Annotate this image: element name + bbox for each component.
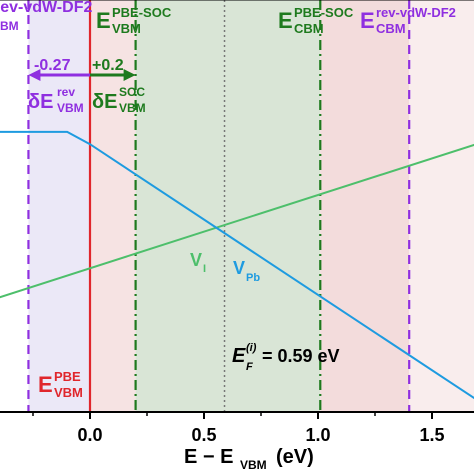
series-label-vi-sub: I [203,263,206,275]
arrow-label-soc: +0.2 [92,57,124,74]
label-rev-cbm: E [360,8,375,33]
series-label-vi: V [190,250,202,270]
region-0 [28,0,90,412]
vbm-pbe-sup: PBE [54,369,81,384]
label-pbe-vbm-sub: VBM [112,21,141,36]
region-2 [135,0,321,412]
label-rev-vbm: rev-vdW-DF2 [0,0,92,16]
label-pbe-cbm-sub: CBM [294,21,324,36]
x-tick-label-3: 1.5 [419,425,444,445]
arrow-head-0 [28,69,41,81]
label-pbe-vbm-sup: PBE-SOC [112,5,172,20]
label-rev-cbm-sub: CBM [376,21,406,36]
x-tick-label-1: 0.5 [191,425,216,445]
vbm-pbe-sub: VBM [54,385,83,400]
potential-curves [0,130,474,400]
x-axis-label: E − E [184,446,233,468]
series-line-1 [0,130,474,400]
label-pbe-cbm-sup: PBE-SOC [294,5,354,20]
offset-arrows [28,69,136,81]
ef-sub: F [246,361,253,373]
region-3 [320,0,410,412]
ef-value: = 0.59 eV [262,346,340,366]
delta-soc-sup: SOC [119,85,145,99]
x-tick-label-0: 0.0 [77,425,102,445]
arrow-label-rev: -0.27 [34,57,71,74]
vbm-pbe-main: E [38,372,53,397]
region-4 [409,0,474,412]
label-pbe-vbm: E [96,8,111,33]
arrow-head-1 [123,69,136,81]
series-line-0 [0,143,474,299]
region-1 [90,0,136,412]
x-ticks: 0.0 0.5 1.0 1.5 [32,412,445,445]
delta-rev-sup: rev [57,85,75,99]
x-tick-label-2: 1.0 [305,425,330,445]
series-label-vpb: V [233,258,245,278]
shaded-regions [28,0,474,412]
label-rev-vbm-sub: VBM [0,19,19,33]
delta-rev-main: δE [28,91,53,113]
delta-rev-sub: VBM [57,101,84,115]
series-label-vpb-sub: Pb [246,272,260,284]
label-rev-cbm-sup: rev-vdW-DF2 [376,5,456,20]
ef-sup: (i) [246,342,257,354]
label-pbe-cbm: E [278,8,293,33]
energy-level-lines [27,0,411,412]
delta-soc-sub: VBM [119,101,146,115]
x-axis-label-unit: (eV) [276,446,314,468]
ef-main: E [232,345,246,367]
x-axis-label-sub: VBM [240,458,267,472]
delta-soc-main: δE [92,91,117,113]
